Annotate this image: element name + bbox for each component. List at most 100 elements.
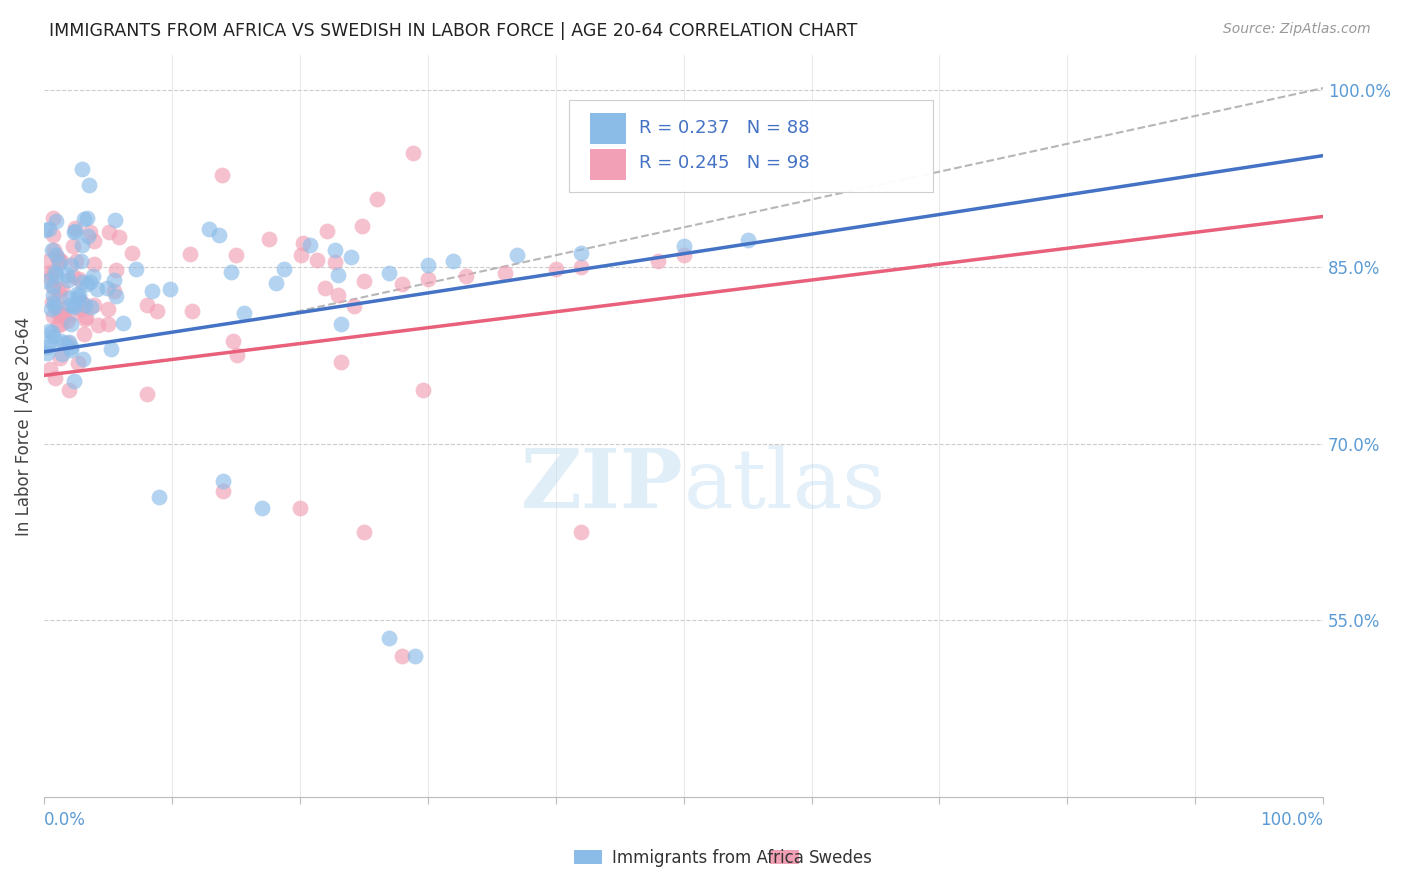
Point: [412, 383, 434, 397]
Point: [41, 326, 63, 340]
Point: [291, 236, 314, 251]
Text: IMMIGRANTS FROM AFRICA VS SWEDISH IN LABOR FORCE | AGE 20-64 CORRELATION CHART: IMMIGRANTS FROM AFRICA VS SWEDISH IN LAB…: [49, 22, 858, 40]
Point: [180, 303, 202, 318]
Point: [75, 298, 97, 312]
Point: [45, 214, 67, 228]
Point: [330, 317, 353, 331]
Point: [38, 265, 60, 279]
Point: [179, 247, 201, 261]
Point: [42, 243, 65, 257]
Point: [42, 288, 65, 302]
Text: 100.0%: 100.0%: [1260, 811, 1323, 829]
Point: [42, 280, 65, 294]
Point: [70, 253, 93, 268]
Point: [105, 289, 128, 303]
Point: [58, 298, 80, 312]
Point: [288, 501, 311, 516]
Point: [273, 262, 295, 277]
Point: [148, 490, 170, 504]
Point: [86, 282, 108, 296]
Point: [103, 285, 125, 299]
Point: [100, 342, 122, 356]
Point: [135, 298, 157, 312]
Point: [44, 301, 66, 315]
Point: [62, 268, 84, 283]
Text: Immigrants from Africa: Immigrants from Africa: [612, 849, 803, 867]
Point: [76, 228, 98, 243]
Point: [416, 258, 439, 272]
Point: [105, 263, 128, 277]
Point: [72, 238, 94, 252]
Point: [65, 221, 87, 235]
Point: [35, 340, 58, 354]
Bar: [591, 149, 626, 180]
Point: [77, 178, 100, 193]
Point: [141, 284, 163, 298]
Point: [63, 374, 86, 388]
Point: [416, 272, 439, 286]
Point: [353, 524, 375, 539]
Text: ZIP: ZIP: [522, 445, 683, 525]
Point: [350, 219, 373, 234]
Point: [328, 268, 350, 282]
Point: [48, 308, 70, 322]
Point: [48, 283, 70, 297]
Point: [53, 335, 76, 350]
Point: [67, 271, 90, 285]
Point: [97, 301, 120, 316]
Point: [35, 274, 58, 288]
Point: [59, 343, 82, 357]
Text: Swedes: Swedes: [808, 849, 872, 867]
Point: [75, 310, 97, 324]
Point: [58, 291, 80, 305]
Point: [48, 351, 70, 366]
Point: [56, 335, 79, 350]
Point: [72, 351, 94, 366]
Point: [48, 253, 70, 268]
Point: [197, 221, 219, 235]
Text: Source: ZipAtlas.com: Source: ZipAtlas.com: [1223, 22, 1371, 37]
Point: [42, 296, 65, 310]
Point: [83, 257, 105, 271]
Point: [353, 274, 375, 288]
Point: [38, 324, 60, 338]
Point: [38, 222, 60, 236]
Point: [66, 356, 89, 370]
Point: [506, 248, 529, 262]
Point: [48, 256, 70, 270]
Point: [70, 296, 93, 310]
Point: [121, 246, 143, 260]
Point: [569, 524, 592, 539]
Point: [73, 312, 96, 326]
Point: [340, 250, 363, 264]
Point: [62, 298, 84, 312]
Point: [87, 318, 110, 332]
Point: [456, 269, 478, 284]
Point: [544, 262, 567, 277]
Text: 0.0%: 0.0%: [44, 811, 86, 829]
Point: [250, 501, 273, 516]
Point: [212, 483, 235, 498]
Point: [441, 254, 464, 268]
Point: [38, 362, 60, 376]
Y-axis label: In Labor Force | Age 20-64: In Labor Force | Age 20-64: [15, 317, 32, 535]
Point: [70, 275, 93, 289]
Point: [70, 162, 93, 177]
Point: [58, 335, 80, 350]
Point: [326, 288, 349, 302]
Point: [315, 224, 337, 238]
Point: [79, 276, 101, 290]
Text: R = 0.245   N = 98: R = 0.245 N = 98: [638, 154, 810, 172]
Point: [59, 317, 82, 331]
Point: [225, 348, 247, 362]
Point: [82, 268, 104, 283]
Point: [233, 305, 256, 319]
Point: [325, 255, 347, 269]
Point: [159, 282, 181, 296]
Point: [60, 307, 83, 321]
Text: R = 0.237   N = 88: R = 0.237 N = 88: [638, 119, 810, 136]
Point: [222, 334, 245, 349]
Point: [125, 262, 148, 277]
Point: [44, 371, 66, 385]
Point: [225, 248, 247, 262]
